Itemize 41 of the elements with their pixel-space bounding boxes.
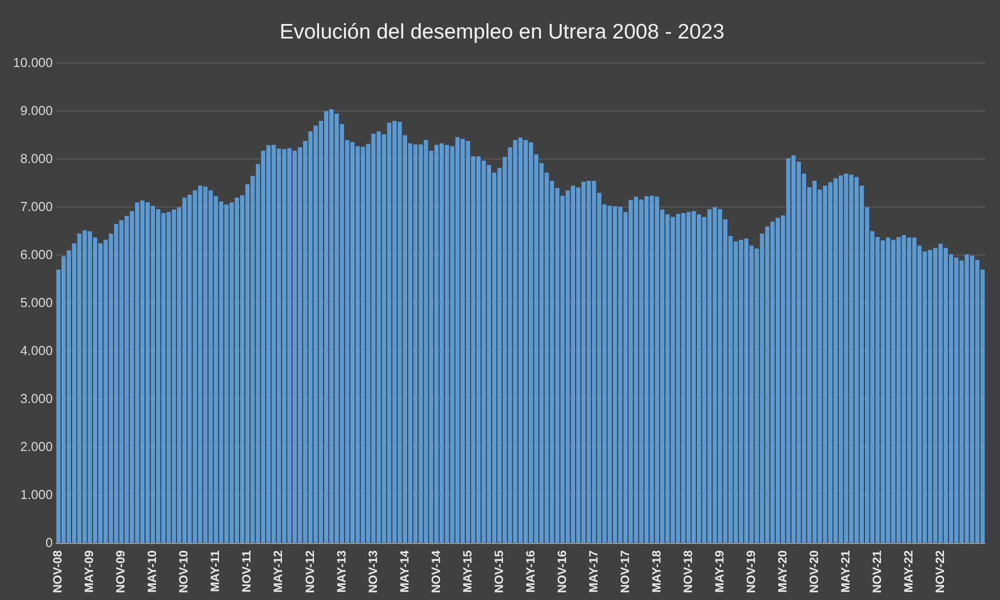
- y-tick-label: 8.000: [20, 150, 53, 166]
- x-tick-label: NOV-15: [492, 550, 506, 593]
- x-tick-label: NOV-20: [806, 550, 821, 593]
- x-tick-label: MAY-20: [775, 550, 790, 593]
- x-tick-label: MAY-21: [838, 550, 852, 593]
- y-tick-label: 1.000: [20, 486, 53, 502]
- x-tick-label: NOV-22: [932, 550, 947, 593]
- y-tick-label: 5.000: [20, 294, 53, 310]
- x-tick-label: NOV-13: [366, 550, 380, 593]
- x-tick-label: NOV-17: [618, 550, 632, 593]
- y-tick-label: 4.000: [20, 342, 53, 358]
- y-tick-label: 7.000: [20, 198, 53, 214]
- chart-title: Evolución del desempleo en Utrera 2008 - 2023: [280, 20, 724, 44]
- y-tick-label: 3.000: [20, 390, 53, 406]
- y-tick-label: 0: [46, 534, 53, 550]
- x-tick-label: MAY-15: [460, 550, 474, 593]
- x-tick-label: MAY-13: [334, 550, 348, 593]
- x-tick-label: MAY-11: [208, 550, 222, 592]
- x-tick-label: NOV-11: [240, 550, 254, 592]
- x-tick-label: NOV-09: [114, 550, 128, 593]
- x-tick-label: MAY-22: [901, 550, 916, 593]
- x-tick-label: NOV-16: [554, 550, 569, 593]
- y-tick-label: 2.000: [20, 438, 53, 454]
- x-tick-label: MAY-14: [397, 550, 412, 593]
- y-tick-label: 6.000: [20, 246, 53, 262]
- x-tick-label: MAY-17: [586, 550, 600, 593]
- x-tick-label: MAY-19: [712, 550, 726, 593]
- x-tick-label: MAY-12: [271, 550, 286, 593]
- x-tick-label: NOV-19: [744, 550, 758, 593]
- x-tick-label: NOV-08: [50, 550, 65, 593]
- x-tick-label: NOV-10: [176, 550, 191, 593]
- x-tick-label: NOV-21: [870, 550, 884, 593]
- x-tick-label: NOV-12: [302, 550, 317, 593]
- x-tick-label: MAY-10: [145, 550, 160, 593]
- y-tick-label: 10.000: [12, 54, 53, 70]
- x-tick-label: NOV-18: [680, 550, 695, 593]
- x-tick-label: NOV-14: [428, 550, 443, 593]
- x-tick-label: MAY-18: [649, 550, 664, 593]
- x-tick-label: MAY-16: [523, 550, 538, 593]
- y-tick-label: 9.000: [20, 102, 53, 118]
- x-tick-label: MAY-09: [82, 550, 96, 593]
